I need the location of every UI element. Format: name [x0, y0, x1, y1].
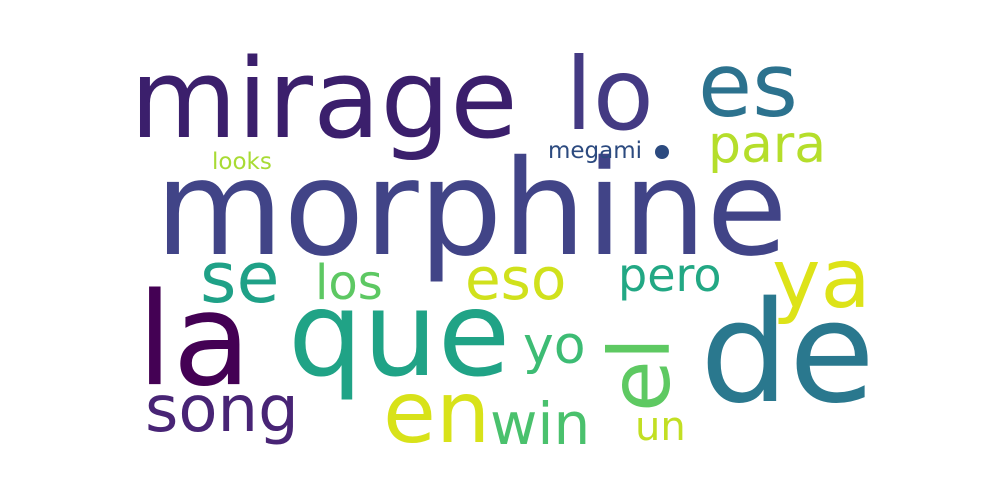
word-ya: ya	[772, 232, 871, 327]
word-mirage: mirage	[130, 35, 518, 163]
word-un: un	[635, 404, 686, 450]
word-looks: looks	[212, 149, 272, 175]
dot-mark	[655, 145, 669, 159]
word-el: el	[591, 336, 689, 412]
word-de: de	[700, 272, 875, 435]
word-yo: yo	[523, 316, 586, 376]
word-eso: eso	[465, 245, 567, 313]
word-pero: pero	[618, 248, 722, 302]
word-se: se	[200, 237, 280, 319]
word-morphine: morphine	[155, 132, 788, 286]
word-es: es	[698, 34, 798, 137]
word-win: win	[490, 390, 591, 458]
word-los: los	[315, 255, 383, 311]
word-song: song	[145, 373, 299, 447]
word-que: que	[288, 265, 511, 403]
word-para: para	[708, 115, 827, 175]
word-lo: lo	[565, 36, 654, 153]
word-la: la	[137, 266, 251, 415]
word-en: en	[383, 363, 491, 463]
word-megami: megami	[548, 138, 643, 164]
